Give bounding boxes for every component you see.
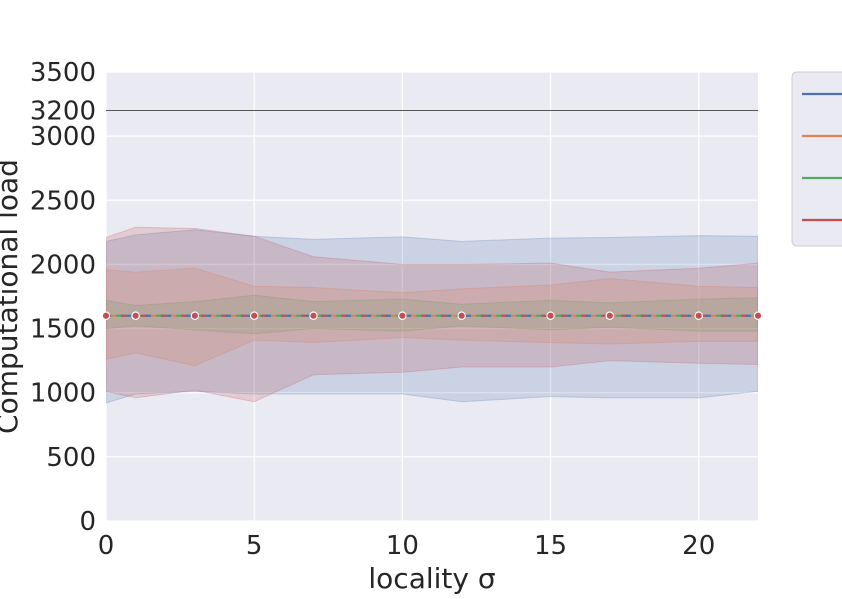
series-4-band: [106, 226, 758, 403]
x-tick-label: 10: [386, 531, 419, 561]
legend-box: [791, 71, 842, 247]
series-4-point: [753, 311, 763, 320]
y-tick-label: 3000: [30, 122, 96, 152]
x-tick-label: 20: [682, 531, 715, 561]
plot-background: [106, 72, 758, 521]
y-tick-label: 0: [79, 507, 96, 537]
series-2-band: [106, 267, 758, 367]
x-tick-label: 15: [534, 531, 567, 561]
y-tick-label: 500: [46, 443, 96, 473]
series-4-point: [309, 311, 318, 320]
y-tick-label: 3500: [30, 58, 96, 88]
series-4-point: [190, 311, 200, 320]
series-4-point: [398, 311, 407, 320]
series-4-point: [131, 311, 140, 320]
series-4-point: [457, 311, 466, 320]
series-4-point: [694, 311, 703, 320]
y-tick-label: 1000: [30, 379, 96, 409]
x-tick-label: 5: [246, 531, 263, 561]
series-4-point: [250, 311, 259, 320]
x-axis-label: locality σ: [368, 562, 495, 595]
series-4-point: [101, 311, 111, 320]
x-tick-label: 0: [98, 531, 115, 561]
series-4-point: [605, 311, 614, 320]
y-axis-label: Computational load: [0, 159, 24, 434]
series-markers: [101, 311, 763, 320]
grid-lines: [105, 71, 758, 522]
y-tick-label: 2500: [30, 186, 96, 216]
series-4-point: [546, 311, 555, 320]
y-tick-label: 2000: [30, 250, 96, 280]
legend: [791, 71, 842, 247]
y-tick-label: 3200: [30, 96, 96, 126]
series-3-band: [106, 294, 758, 335]
y-tick-label: 1500: [30, 315, 96, 345]
